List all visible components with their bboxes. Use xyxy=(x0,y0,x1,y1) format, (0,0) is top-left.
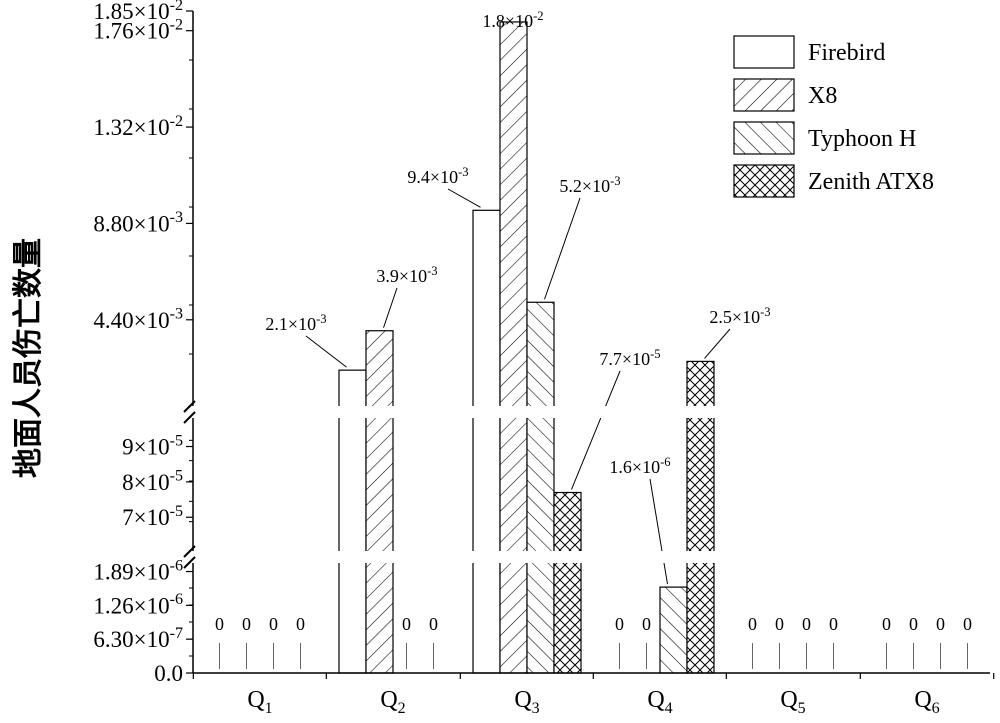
data-label: 0 xyxy=(429,614,438,634)
y-tick-label: 8×10-5 xyxy=(122,468,183,495)
data-label: 0 xyxy=(615,614,624,634)
y-tick-label: 1.76×10-2 xyxy=(93,17,183,44)
y-tick-label: 1.85×10-2 xyxy=(93,0,183,24)
axis-break-mark xyxy=(183,411,196,424)
legend-label: Firebird xyxy=(808,40,885,66)
data-label: 9.4×10-3 xyxy=(407,165,468,187)
x-category-label: Q4 xyxy=(647,687,672,717)
data-label: 0 xyxy=(936,614,945,634)
leader-line xyxy=(305,335,347,368)
legend-swatch xyxy=(733,78,795,112)
bar xyxy=(659,586,688,674)
leader-line xyxy=(571,370,621,490)
leader-line xyxy=(447,188,481,208)
data-label: 5.2×10-3 xyxy=(559,174,620,196)
y-tick-label: 1.89×10-6 xyxy=(93,557,183,584)
data-label: 0 xyxy=(775,614,784,634)
data-label: 0 xyxy=(402,614,411,634)
y-tick-label: 1.26×10-6 xyxy=(93,591,183,618)
legend-label: Typhoon H xyxy=(808,126,916,152)
y-tick-label: 8.80×10-3 xyxy=(93,209,183,236)
data-label: 0 xyxy=(882,614,891,634)
axis-break-mark xyxy=(183,400,196,413)
leader-line xyxy=(383,287,398,328)
leader-line xyxy=(649,478,668,585)
data-label: 2.1×10-3 xyxy=(265,312,326,334)
axis-break-mark xyxy=(183,545,196,558)
data-label: 0 xyxy=(802,614,811,634)
data-label: 0 xyxy=(642,614,651,634)
bar xyxy=(499,21,528,674)
axis-break-gap xyxy=(185,406,990,418)
y-tick-label: 4.40×10-3 xyxy=(93,306,183,333)
x-category-label: Q6 xyxy=(914,687,939,717)
y-tick-label: 7×10-5 xyxy=(122,503,183,530)
x-category-label: Q5 xyxy=(780,687,805,717)
axis-break-gap xyxy=(185,551,990,563)
data-label: 2.5×10-3 xyxy=(709,305,770,327)
bar xyxy=(365,330,394,674)
x-category-label: Q3 xyxy=(514,687,539,717)
bar xyxy=(472,209,501,674)
y-axis-title: 地面人员伤亡数量 xyxy=(11,238,46,478)
legend-swatch xyxy=(733,121,795,155)
x-category-label: Q1 xyxy=(247,687,272,717)
data-label: 1.6×10-6 xyxy=(609,455,670,477)
legend-swatch xyxy=(733,164,795,198)
legend-swatch xyxy=(733,35,795,69)
data-label: 1.8×10-2 xyxy=(482,9,543,31)
legend-label: Zenith ATX8 xyxy=(808,169,934,195)
data-label: 3.9×10-3 xyxy=(376,264,437,286)
y-tick-label: 9×10-5 xyxy=(122,432,183,459)
data-label: 0 xyxy=(748,614,757,634)
leader-line xyxy=(544,197,581,300)
y-tick-label: 6.30×10-7 xyxy=(93,625,183,652)
data-label: 7.7×10-5 xyxy=(599,347,660,369)
leader-line xyxy=(704,328,731,359)
data-label: 0 xyxy=(215,614,224,634)
data-label: 0 xyxy=(829,614,838,634)
x-category-label: Q2 xyxy=(380,687,405,717)
legend-label: X8 xyxy=(808,83,837,109)
axis-break-mark xyxy=(183,556,196,569)
data-label: 0 xyxy=(296,614,305,634)
data-label: 0 xyxy=(963,614,972,634)
data-label: 0 xyxy=(242,614,251,634)
y-tick-label: 1.32×10-2 xyxy=(93,113,183,140)
bar xyxy=(553,491,582,674)
data-label: 0 xyxy=(909,614,918,634)
data-label: 0 xyxy=(269,614,278,634)
bar xyxy=(526,301,555,674)
y-tick-label: 0.0 xyxy=(154,661,183,686)
